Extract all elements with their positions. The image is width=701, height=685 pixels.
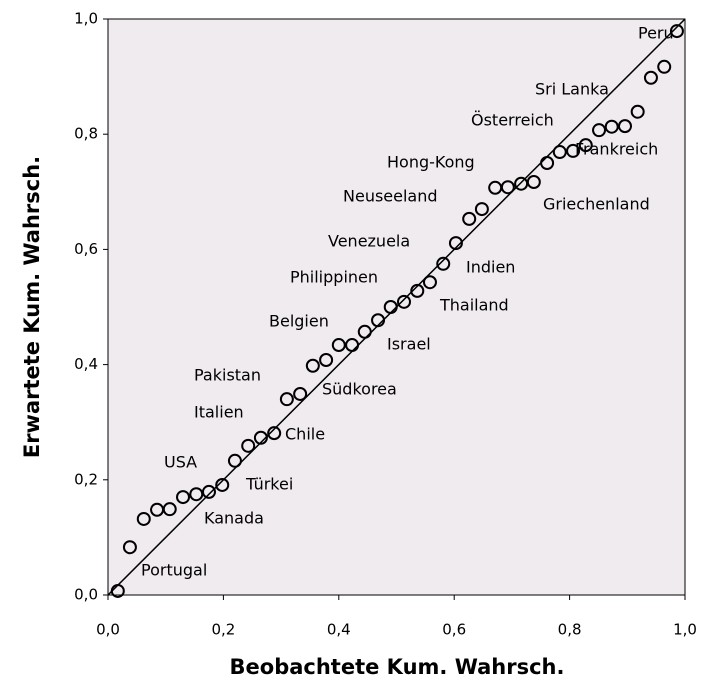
- point: [345, 338, 360, 353]
- point: [176, 490, 191, 505]
- y-axis-title: Erwartete Kum. Wahrsch.: [20, 156, 44, 458]
- annotation: Österreich: [471, 111, 554, 130]
- point: [383, 300, 398, 314]
- annotation: Pakistan: [194, 366, 261, 385]
- point: [357, 324, 372, 339]
- point: [136, 511, 151, 526]
- annotation: Kanada: [204, 509, 264, 528]
- point: [643, 70, 658, 85]
- point: [422, 275, 437, 290]
- annotation: Griechenland: [543, 195, 650, 214]
- y-tick-label: 1,0: [74, 10, 98, 28]
- annotation: Portugal: [141, 561, 207, 580]
- point: [253, 430, 268, 445]
- x-axis-title: Beobachtete Kum. Wahrsch.: [230, 655, 565, 679]
- point: [319, 352, 334, 367]
- point: [227, 453, 242, 468]
- y-tick-label: 0,8: [74, 125, 98, 143]
- point: [436, 256, 451, 271]
- annotation: Peru: [638, 24, 674, 43]
- annotation: Venezuela: [328, 232, 410, 251]
- point: [566, 143, 581, 158]
- point: [526, 175, 541, 190]
- annotation: Südkorea: [322, 380, 397, 399]
- point: [331, 338, 346, 353]
- annotation: Neuseeland: [343, 187, 438, 206]
- point: [110, 583, 125, 598]
- x-tick-label: 1,0: [673, 621, 697, 639]
- point: [371, 313, 386, 328]
- point: [410, 283, 425, 298]
- point: [189, 487, 204, 502]
- x-tick-label: 0,6: [442, 621, 466, 639]
- x-tick-label: 0,0: [96, 621, 120, 639]
- point: [215, 477, 230, 492]
- annotation: Belgien: [269, 312, 329, 331]
- point: [448, 236, 463, 251]
- point: [293, 386, 308, 401]
- point: [552, 145, 567, 160]
- x-tick-label: 0,8: [558, 621, 582, 639]
- point: [657, 59, 672, 74]
- point: [397, 294, 412, 309]
- y-tick-label: 0,2: [74, 470, 98, 488]
- point: [305, 358, 320, 373]
- annotation: Chile: [285, 425, 325, 444]
- y-tick-label: 0,0: [74, 586, 98, 604]
- annotation: USA: [164, 453, 197, 472]
- annotation: Frankreich: [575, 140, 658, 159]
- annotation: Israel: [387, 335, 431, 354]
- point: [122, 540, 137, 555]
- annotation: Philippinen: [290, 268, 378, 287]
- point: [578, 138, 593, 153]
- point: [201, 484, 216, 499]
- point: [267, 426, 282, 441]
- x-tick-label: 0,4: [327, 621, 351, 639]
- point: [279, 392, 294, 407]
- point: [474, 202, 489, 217]
- annotation: Thailand: [439, 296, 509, 315]
- annotation: Indien: [466, 258, 515, 277]
- annotation: Italien: [194, 403, 244, 422]
- point: [630, 104, 645, 119]
- point: [500, 180, 515, 195]
- point: [162, 502, 177, 517]
- y-tick-label: 0,6: [74, 240, 98, 258]
- annotation: Hong-Kong: [387, 153, 475, 172]
- y-tick-label: 0,4: [74, 355, 98, 373]
- x-tick-label: 0,2: [211, 621, 235, 639]
- point: [540, 156, 555, 170]
- point: [592, 123, 607, 138]
- annotation: Sri Lanka: [535, 80, 609, 99]
- point: [617, 119, 632, 134]
- point: [241, 438, 256, 453]
- point: [462, 211, 477, 226]
- point: [604, 119, 619, 134]
- annotation: Türkei: [245, 475, 293, 494]
- point: [669, 24, 684, 39]
